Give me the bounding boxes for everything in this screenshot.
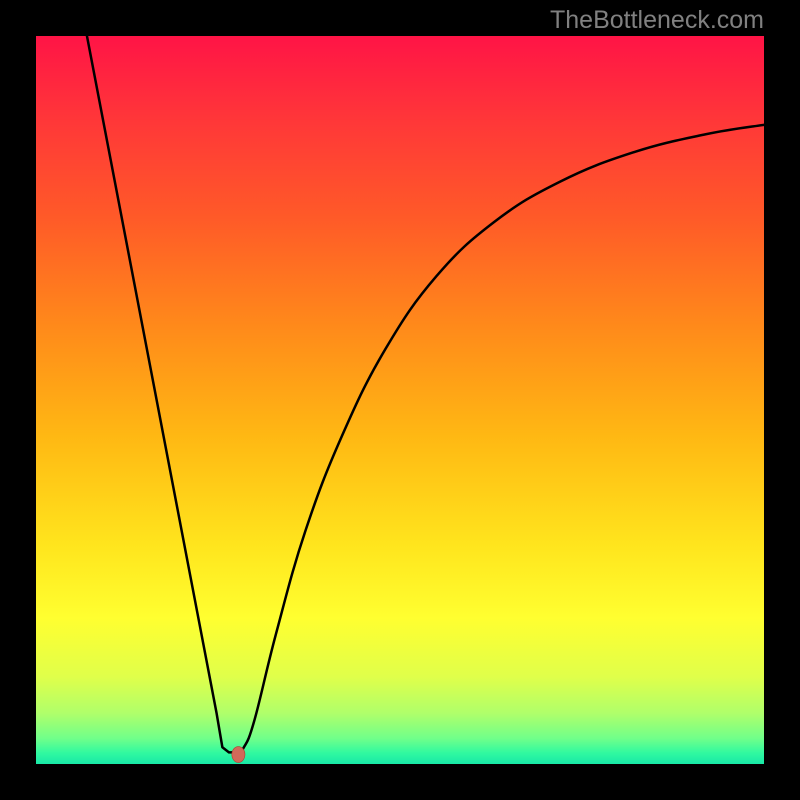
curve-path — [87, 36, 764, 752]
bottleneck-curve — [36, 36, 764, 764]
plot-area — [36, 36, 764, 764]
optimum-marker — [232, 747, 245, 763]
chart-container: TheBottleneck.com — [0, 0, 800, 800]
watermark-text: TheBottleneck.com — [550, 6, 764, 35]
